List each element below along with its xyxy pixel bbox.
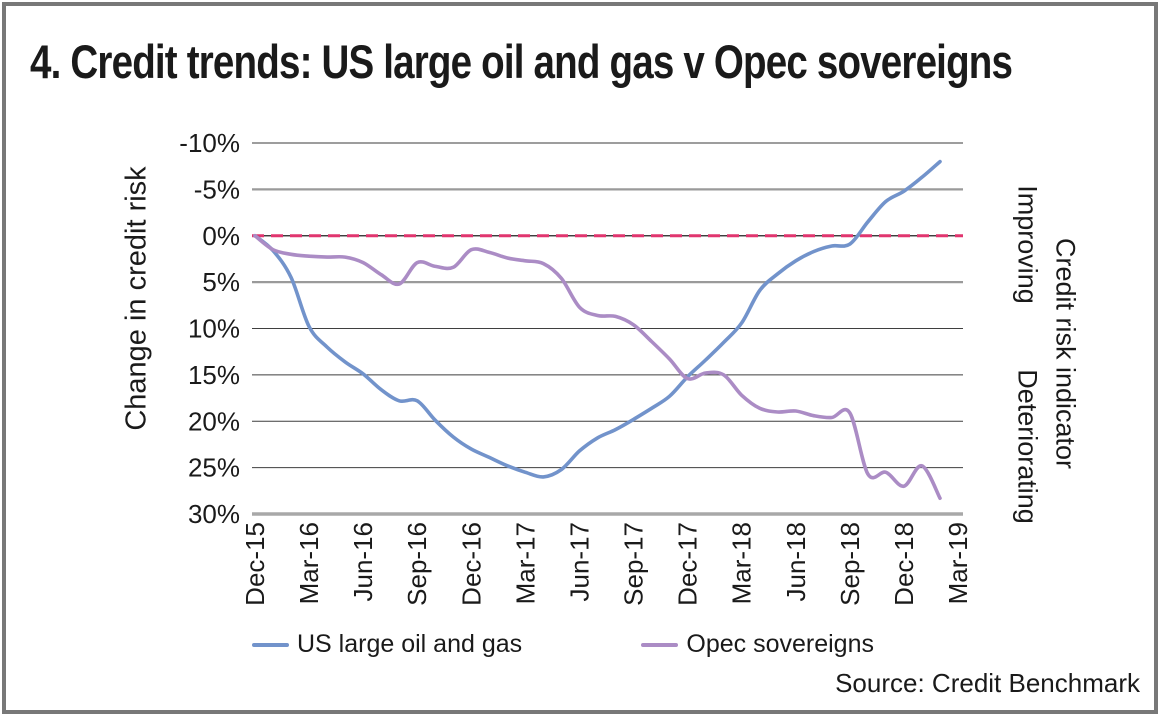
legend: US large oil and gas Opec sovereigns xyxy=(252,630,874,659)
y-tick-label: 0% xyxy=(202,221,240,251)
right-axis-title: Credit risk indicator xyxy=(1050,237,1081,470)
y-tick-label: 5% xyxy=(202,267,240,297)
x-tick-label: Jun-17 xyxy=(564,522,594,602)
x-tick-label: Dec-17 xyxy=(673,522,703,606)
y-tick-label: -10% xyxy=(179,128,240,158)
x-tick-label: Dec-16 xyxy=(456,522,486,606)
legend-label-us-large-oil-and-gas: US large oil and gas xyxy=(297,630,523,658)
legend-swatch-us-large-oil-and-gas xyxy=(252,642,289,647)
legend-item-opec-sovereigns: Opec sovereigns xyxy=(641,630,874,659)
series-line-us-large-oil-and-gas xyxy=(253,159,942,479)
x-tick-label: Mar-18 xyxy=(727,522,757,604)
chart-title: 4. Credit trends: US large oil and gas v… xyxy=(30,35,1013,88)
y-tick-label: -5% xyxy=(194,174,240,204)
y-tick-label: 15% xyxy=(188,360,240,390)
series-line-opec-sovereigns xyxy=(253,234,942,500)
x-tick-label: Dec-18 xyxy=(889,522,919,606)
x-tick-label: Sep-17 xyxy=(619,522,649,606)
x-tick-label: Sep-16 xyxy=(402,522,432,606)
y-axis-title: Change in credit risk xyxy=(120,166,153,431)
x-tick-label: Mar-16 xyxy=(294,522,324,604)
legend-swatch-opec-sovereigns xyxy=(641,642,679,647)
x-tick-label: Mar-19 xyxy=(943,522,973,604)
y-tick-label: 25% xyxy=(188,453,240,483)
y-tick-label: 30% xyxy=(188,499,240,529)
x-tick-label: Jun-18 xyxy=(781,522,811,602)
y-tick-label: 10% xyxy=(188,314,240,344)
legend-label-opec-sovereigns: Opec sovereigns xyxy=(686,630,874,658)
legend-item-us-large-oil-and-gas: US large oil and gas xyxy=(252,630,522,659)
x-tick-label: Dec-15 xyxy=(240,522,270,606)
x-tick-label: Jun-16 xyxy=(348,522,378,602)
x-tick-label: Sep-18 xyxy=(835,522,865,606)
right-axis-deteriorating-label: Deteriorating xyxy=(1012,369,1043,524)
source-attribution: Source: Credit Benchmark xyxy=(835,668,1140,698)
x-tick-label: Mar-17 xyxy=(510,522,540,604)
y-tick-label: 20% xyxy=(188,406,240,436)
